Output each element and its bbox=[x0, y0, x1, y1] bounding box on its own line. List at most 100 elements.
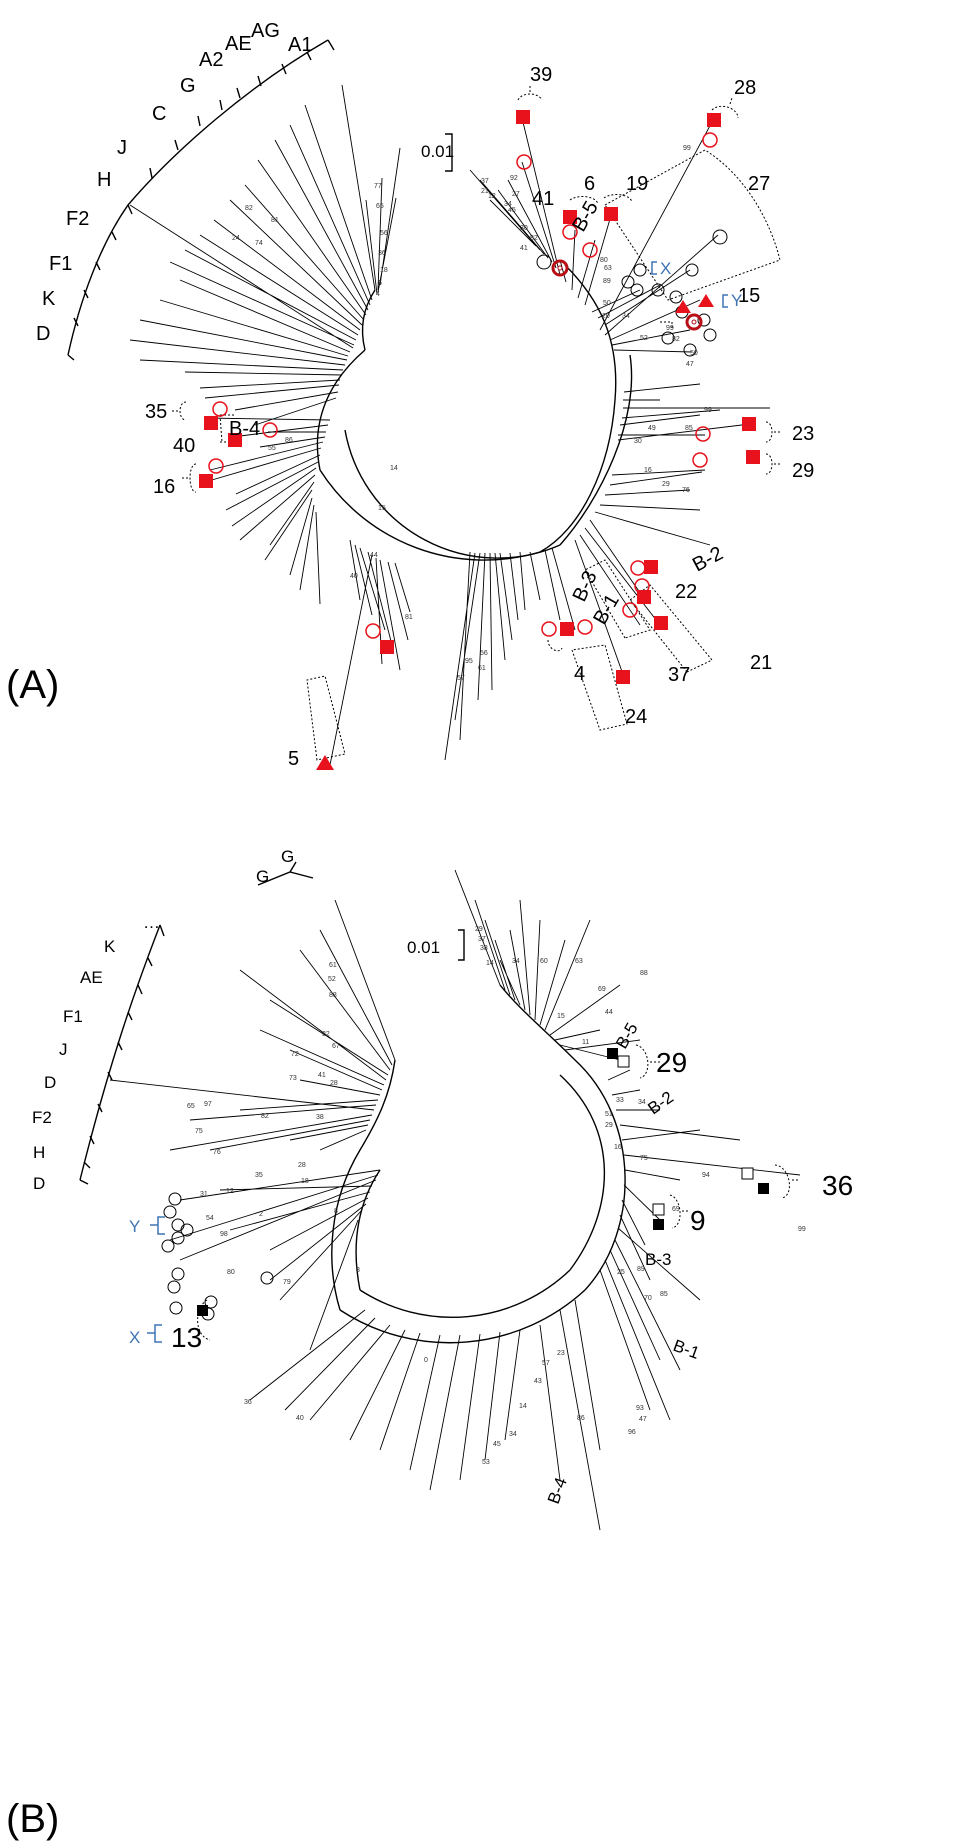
svg-text:30: 30 bbox=[634, 438, 642, 445]
panel-a-markers bbox=[199, 110, 760, 770]
group-label-b1: B-1 bbox=[589, 591, 624, 629]
svg-text:49: 49 bbox=[648, 425, 656, 432]
svg-text:29: 29 bbox=[605, 1122, 613, 1129]
subtype-label-j: J bbox=[59, 1040, 68, 1059]
svg-text:36: 36 bbox=[378, 250, 386, 257]
open-circle-marker bbox=[260, 1271, 274, 1285]
cluster-label-13: 13 bbox=[171, 1322, 202, 1353]
panel-a-scale-bar: 0.01 bbox=[421, 133, 454, 172]
cluster-28-case-circle bbox=[702, 132, 718, 148]
svg-text:38: 38 bbox=[480, 945, 488, 952]
open-circle-marker bbox=[536, 254, 552, 270]
cluster-41-bullseye-outer bbox=[551, 259, 569, 277]
open-circle-marker bbox=[161, 1239, 175, 1253]
cluster-19-case-circle bbox=[582, 242, 598, 258]
svg-text:28: 28 bbox=[298, 1162, 306, 1169]
svg-text:80: 80 bbox=[227, 1269, 235, 1276]
subtype-label-g: G bbox=[180, 75, 196, 97]
cluster-label-27: 27 bbox=[748, 173, 770, 195]
open-circle-marker bbox=[204, 1295, 218, 1309]
svg-text:21: 21 bbox=[481, 188, 489, 195]
open-circle-marker bbox=[167, 1280, 181, 1294]
cluster-5-case-circle bbox=[365, 623, 381, 639]
cluster-23-case-circle bbox=[695, 426, 711, 442]
cluster-label-5: 5 bbox=[288, 748, 299, 770]
cluster-label-29-b: 29 bbox=[656, 1047, 687, 1078]
panel-b-label: (B) bbox=[6, 1797, 59, 1841]
panel-b: (B) 0.01 G G … K AE F1 J D F2 H D bbox=[6, 847, 853, 1841]
panel-a-cluster-labels: 39 28 6 19 27 41 15 23 29 22 37 21 24 4 … bbox=[145, 64, 814, 770]
svg-text:43: 43 bbox=[534, 1378, 542, 1385]
svg-text:74: 74 bbox=[255, 240, 263, 247]
panel-a-scale-label: 0.01 bbox=[421, 142, 454, 161]
cluster-29-case-circle bbox=[692, 452, 708, 468]
svg-text:41: 41 bbox=[520, 245, 528, 252]
cluster-label-15: 15 bbox=[738, 285, 760, 307]
svg-text:99: 99 bbox=[683, 145, 691, 152]
svg-text:29: 29 bbox=[662, 481, 670, 488]
svg-text:80: 80 bbox=[600, 257, 608, 264]
svg-text:14: 14 bbox=[486, 960, 494, 967]
cluster-4-case-circle bbox=[541, 621, 557, 637]
subtype-label-k: K bbox=[42, 288, 56, 310]
svg-text:82: 82 bbox=[530, 235, 538, 242]
svg-text:29: 29 bbox=[475, 926, 483, 933]
svg-text:35: 35 bbox=[255, 1172, 263, 1179]
svg-text:77: 77 bbox=[374, 183, 382, 190]
svg-text:63: 63 bbox=[575, 958, 583, 965]
svg-text:88: 88 bbox=[640, 970, 648, 977]
panel-b-cluster-labels: 29 36 9 13 bbox=[171, 1047, 853, 1353]
svg-text:36: 36 bbox=[244, 1399, 252, 1406]
svg-text:18: 18 bbox=[301, 1178, 309, 1185]
cluster-4-marker bbox=[560, 622, 574, 636]
subtype-label-h: H bbox=[97, 169, 111, 191]
svg-text:24: 24 bbox=[232, 235, 240, 242]
svg-text:25: 25 bbox=[617, 1269, 625, 1276]
svg-text:67: 67 bbox=[332, 1043, 340, 1050]
cluster-9-marker bbox=[653, 1219, 664, 1230]
svg-text:65: 65 bbox=[376, 203, 384, 210]
cluster-16-case-circle bbox=[208, 458, 224, 474]
bracket-label-y-b: Y bbox=[129, 1217, 140, 1236]
svg-text:82: 82 bbox=[672, 336, 680, 343]
svg-text:28: 28 bbox=[330, 1080, 338, 1087]
cluster-6-case-circle bbox=[562, 224, 578, 240]
subtype-label-j: J bbox=[117, 137, 127, 159]
svg-text:89: 89 bbox=[603, 278, 611, 285]
cluster-15-triangle bbox=[698, 294, 714, 307]
panel-b-markers bbox=[161, 1048, 769, 1321]
svg-text:55: 55 bbox=[268, 445, 276, 452]
open-circle-marker bbox=[669, 290, 683, 304]
svg-text:12: 12 bbox=[226, 1188, 234, 1195]
cluster-label-9: 9 bbox=[690, 1205, 706, 1236]
subtype-label-d-2: D bbox=[33, 1174, 45, 1193]
open-square-marker bbox=[617, 1055, 630, 1068]
svg-text:23: 23 bbox=[557, 1350, 565, 1357]
cluster-label-36: 36 bbox=[822, 1170, 853, 1201]
panel-a-subtype-arc: A1 AG AE A2 G C J H F2 F1 K D bbox=[36, 20, 335, 361]
svg-text:4: 4 bbox=[376, 291, 380, 298]
cluster-label-40: 40 bbox=[173, 435, 195, 457]
cluster-39-case-circle bbox=[516, 154, 532, 170]
open-circle-marker bbox=[685, 263, 699, 277]
svg-text:76: 76 bbox=[213, 1149, 221, 1156]
panel-a-brackets bbox=[172, 86, 780, 652]
bracket-label-y: Y bbox=[731, 291, 742, 310]
svg-text:53: 53 bbox=[482, 1459, 490, 1466]
cluster-label-6: 6 bbox=[584, 173, 595, 195]
open-circle-marker bbox=[201, 1307, 215, 1321]
open-circle-marker bbox=[651, 283, 665, 297]
cluster-22-case-circle bbox=[630, 560, 646, 576]
subtype-label-f1: F1 bbox=[49, 253, 72, 275]
cluster-37-case-circle bbox=[622, 602, 638, 618]
cluster-35-case-circle bbox=[212, 401, 228, 417]
subtype-label-ag: AG bbox=[251, 20, 280, 42]
svg-text:47: 47 bbox=[639, 1416, 647, 1423]
svg-text:75: 75 bbox=[195, 1128, 203, 1135]
subtype-label-ellipsis: … bbox=[143, 913, 160, 932]
cluster-28-marker bbox=[707, 113, 721, 127]
cluster-15-triangle bbox=[675, 300, 691, 313]
svg-text:89: 89 bbox=[637, 1266, 645, 1273]
open-circle-marker bbox=[683, 343, 697, 357]
svg-text:30: 30 bbox=[520, 225, 528, 232]
